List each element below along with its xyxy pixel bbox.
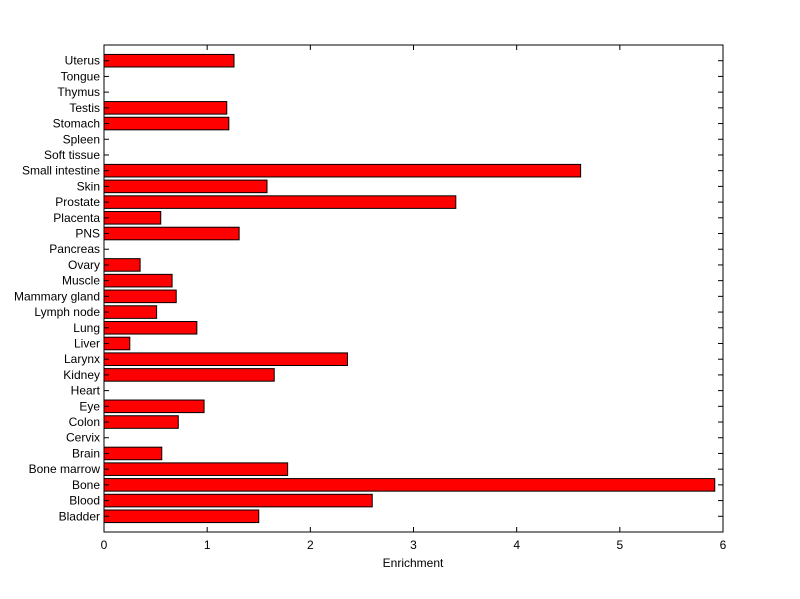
- bar-ovary: [103, 258, 141, 272]
- x-tick-label: 2: [307, 538, 314, 552]
- bar-stomach: [103, 116, 230, 131]
- y-tick-label-stomach: Stomach: [53, 117, 100, 131]
- y-tick-label-liver: Liver: [74, 336, 100, 350]
- x-tick-label: 0: [101, 538, 108, 552]
- bar-bone: [103, 478, 716, 492]
- bar-lymph-node: [103, 305, 158, 319]
- bar-lung: [103, 320, 198, 335]
- y-tick-label-cervix: Cervix: [66, 431, 100, 445]
- bars-group: [103, 53, 716, 524]
- y-tick-label-mammary-gland: Mammary gland: [14, 289, 100, 303]
- y-tick-label-bladder: Bladder: [59, 509, 100, 523]
- y-tick-label-skin: Skin: [77, 179, 100, 193]
- y-tick-label-testis: Testis: [69, 101, 100, 115]
- y-tick-label-blood: Blood: [69, 494, 100, 508]
- y-tick-label-eye: Eye: [79, 399, 100, 413]
- bar-colon: [103, 415, 179, 429]
- y-tick-label-colon: Colon: [69, 415, 100, 429]
- bar-bladder: [103, 509, 260, 524]
- x-tick-label: 6: [720, 538, 727, 552]
- y-tick-label-muscle: Muscle: [62, 274, 100, 288]
- bar-brain: [103, 446, 163, 461]
- y-tick-label-small-intestine: Small intestine: [22, 164, 100, 178]
- bar-eye: [103, 399, 205, 414]
- y-tick-label-kidney: Kidney: [63, 368, 100, 382]
- bar-uterus: [103, 53, 235, 68]
- y-tick-label-lymph-node: Lymph node: [34, 305, 100, 319]
- y-tick-label-heart: Heart: [71, 384, 101, 398]
- bar-kidney: [103, 368, 275, 382]
- bar-testis: [103, 101, 228, 115]
- y-tick-label-placenta: Placenta: [53, 211, 100, 225]
- x-tick-label: 4: [513, 538, 520, 552]
- bar-skin: [103, 179, 268, 194]
- x-ticks-group: 0 1 2 3 4 5 6: [101, 45, 727, 552]
- bar-muscle: [103, 273, 173, 288]
- bar-prostate: [103, 195, 457, 209]
- y-tick-label-soft-tissue: Soft tissue: [44, 148, 100, 162]
- y-tick-label-lung: Lung: [73, 321, 100, 335]
- y-tick-label-spleen: Spleen: [63, 132, 100, 146]
- bar-pns: [103, 226, 240, 241]
- y-tick-label-pns: PNS: [75, 227, 100, 241]
- y-tick-label-pancreas: Pancreas: [49, 242, 100, 256]
- y-tick-label-tongue: Tongue: [61, 69, 101, 83]
- bar-larynx: [103, 352, 348, 366]
- bar-small-intestine: [103, 163, 582, 178]
- y-tick-label-thymus: Thymus: [57, 85, 100, 99]
- y-tick-label-prostate: Prostate: [55, 195, 100, 209]
- y-tick-label-uterus: Uterus: [65, 54, 100, 68]
- x-tick-label: 3: [410, 538, 417, 552]
- bar-bone-marrow: [103, 462, 289, 476]
- y-tick-label-brain: Brain: [72, 446, 100, 460]
- x-tick-label: 5: [616, 538, 623, 552]
- bar-blood: [103, 493, 373, 508]
- x-tick-label: 1: [204, 538, 211, 552]
- y-tick-label-bone-marrow: Bone marrow: [29, 462, 101, 476]
- bar-mammary-gland: [103, 289, 177, 304]
- y-tick-label-larynx: Larynx: [64, 352, 100, 366]
- bar-placenta: [103, 211, 162, 225]
- y-tick-label-ovary: Ovary: [68, 258, 100, 272]
- x-axis-label: Enrichment: [383, 556, 444, 570]
- y-tick-label-bone: Bone: [72, 478, 100, 492]
